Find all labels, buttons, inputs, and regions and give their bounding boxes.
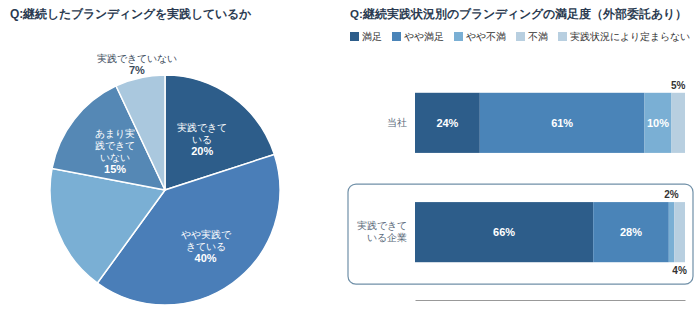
data-labels: 24% 66% 61% 28% 10% 2% 5% 4% bbox=[436, 80, 687, 276]
pie-panel: Q:継続したブランディングを実践しているか実践できている20% やや実践できている… bbox=[10, 7, 280, 305]
data-label: 40% bbox=[195, 252, 217, 264]
legend-swatch bbox=[454, 32, 463, 41]
data-label: 61% bbox=[551, 117, 573, 129]
legend-label: やや満足 bbox=[404, 31, 444, 42]
data-label: 24% bbox=[436, 117, 458, 129]
bar-segment bbox=[672, 93, 686, 153]
chart-title: Q:継続したブランディングを実践しているか bbox=[10, 7, 252, 21]
slice-label: やや実践できている bbox=[181, 229, 232, 252]
data-label: 66% bbox=[493, 226, 515, 238]
pie-slices bbox=[50, 75, 280, 305]
slice-label: 実践できていない bbox=[97, 53, 177, 64]
legend-label: 実践状況により定まらない bbox=[570, 31, 690, 42]
bar-segment bbox=[480, 93, 645, 153]
slice-label: 実践できている bbox=[177, 122, 227, 145]
data-label: 20% bbox=[191, 145, 213, 157]
legend-swatch bbox=[516, 32, 525, 41]
data-label: 2% bbox=[664, 189, 679, 200]
data-label: 7% bbox=[129, 64, 145, 76]
bar-segment bbox=[415, 202, 593, 262]
x-axis bbox=[416, 300, 686, 301]
pie-labels: 実践できている20% やや実践できている40% あまり実践できていない15% 実践でき… bbox=[95, 53, 232, 264]
data-label: 4% bbox=[672, 265, 687, 276]
data-label: 10% bbox=[647, 117, 669, 129]
legend-label: 不満 bbox=[528, 31, 548, 42]
y-axis: 当社実践できている企業 bbox=[357, 117, 415, 243]
slice-label: あまり実践できていない bbox=[95, 128, 135, 163]
data-label: 5% bbox=[671, 80, 686, 91]
chart-container: Q:継続したブランディングを実践しているか実践できている20% やや実践できている… bbox=[0, 0, 700, 325]
highlight-box bbox=[348, 184, 693, 284]
bar-panel: Q:継続実践状況別のブランディングの満足度（外部委託あり） 満足 やや満足 やや不満 不… bbox=[348, 7, 693, 301]
legend-swatch bbox=[392, 32, 401, 41]
legend-swatch bbox=[350, 32, 359, 41]
x-axis-line bbox=[416, 300, 686, 301]
bar-segment bbox=[415, 93, 480, 153]
data-label: 15% bbox=[104, 163, 126, 175]
bar-segment bbox=[645, 93, 672, 153]
legend-label: やや不満 bbox=[466, 31, 506, 42]
data-label: 28% bbox=[620, 226, 642, 238]
y-tick: 当社 bbox=[387, 117, 415, 128]
bar-segment bbox=[593, 202, 669, 262]
chart-canvas: Q:継続したブランディングを実践しているか実践できている20% やや実践できている… bbox=[0, 0, 700, 325]
y-tick-label: 当社 bbox=[387, 117, 407, 128]
chart-title: Q:継続実践状況別のブランディングの満足度（外部委託あり） bbox=[350, 7, 687, 21]
y-tick-label: 実践できている企業 bbox=[357, 220, 407, 243]
bar-segment bbox=[669, 202, 674, 262]
legend-label: 満足 bbox=[362, 31, 382, 42]
bar-segment bbox=[674, 202, 685, 262]
y-tick: 実践できている企業 bbox=[357, 220, 415, 243]
legend-swatch bbox=[558, 32, 567, 41]
legend: 満足 やや満足 やや不満 不満 実践状況により定まらない bbox=[350, 31, 690, 42]
bars bbox=[415, 93, 685, 262]
